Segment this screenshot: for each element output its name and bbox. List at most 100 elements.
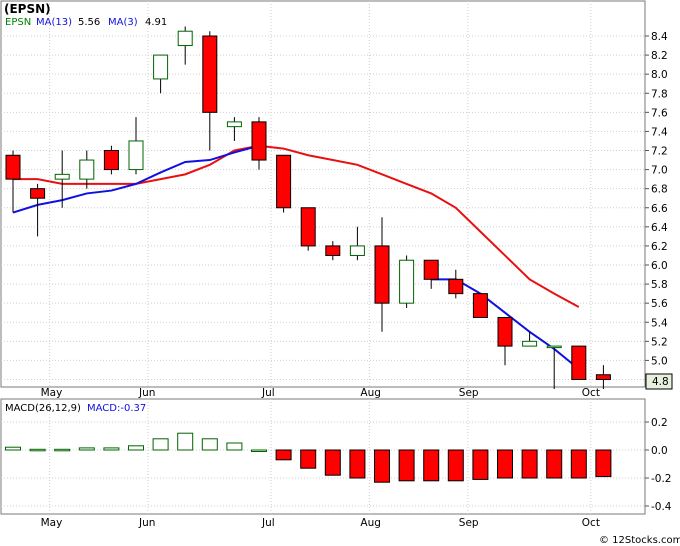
candle-body bbox=[571, 345, 587, 380]
candle-body bbox=[325, 245, 341, 256]
price-y-tick-label: 6.6 bbox=[651, 203, 668, 215]
price-x-tick-label: Aug bbox=[360, 387, 381, 399]
macd-bar bbox=[546, 449, 563, 479]
price-y-tick-label: 8.2 bbox=[651, 50, 668, 62]
price-y-tick-label: 7.4 bbox=[651, 126, 668, 138]
last-price-badge bbox=[645, 373, 673, 390]
legend-ma13-value: 5.56 bbox=[78, 17, 100, 28]
candle-body bbox=[153, 54, 169, 80]
candle-body bbox=[595, 374, 611, 380]
macd-legend-label: MACD(26,12,9) bbox=[5, 403, 81, 414]
macd-bar bbox=[423, 449, 440, 482]
macd-bar bbox=[54, 448, 71, 452]
macd-x-tick-label: Oct bbox=[582, 517, 600, 529]
candle-body bbox=[177, 30, 193, 47]
legend-ma3-value: 4.91 bbox=[145, 17, 167, 28]
candle-body bbox=[300, 207, 316, 247]
price-x-tick-label: Jun bbox=[138, 387, 155, 399]
macd-y-tick-label: -0.2 bbox=[651, 473, 672, 485]
macd-x-tick-label: Aug bbox=[360, 517, 381, 529]
macd-y-tick-label: 0.0 bbox=[651, 445, 668, 457]
price-y-tick-label: 8.0 bbox=[651, 69, 668, 81]
macd-bar bbox=[521, 449, 538, 479]
candle-body bbox=[276, 154, 292, 209]
macd-x-tick-label: Jun bbox=[138, 517, 155, 529]
candle-body bbox=[448, 278, 464, 295]
price-y-tick-label: 5.0 bbox=[651, 355, 668, 367]
chart-title: (EPSN) bbox=[4, 2, 51, 16]
candle-body bbox=[251, 121, 267, 161]
price-y-tick-label: 6.2 bbox=[651, 241, 668, 253]
ma3-line bbox=[12, 144, 260, 214]
candle-body bbox=[349, 245, 365, 256]
macd-panel bbox=[0, 398, 646, 515]
macd-bar bbox=[595, 449, 612, 478]
macd-bar bbox=[570, 449, 587, 479]
macd-bar bbox=[251, 449, 267, 452]
ma13-line bbox=[13, 144, 580, 308]
price-y-tick-label: 6.4 bbox=[651, 222, 668, 234]
macd-bar bbox=[226, 442, 243, 451]
macd-bar bbox=[103, 447, 120, 451]
price-y-tick-label: 6.0 bbox=[651, 260, 668, 272]
price-x-tick-label: May bbox=[41, 387, 63, 399]
price-panel bbox=[0, 0, 646, 388]
macd-y-axis: 0.2 0.0 -0.2 -0.4 bbox=[645, 417, 672, 513]
macd-bar bbox=[152, 438, 169, 451]
candlesticks bbox=[5, 26, 611, 390]
macd-bar bbox=[128, 445, 144, 451]
price-y-tick-label: 5.6 bbox=[651, 298, 668, 310]
candle-body bbox=[522, 340, 538, 347]
macd-bar bbox=[324, 449, 341, 476]
price-y-tick-label: 5.8 bbox=[651, 279, 668, 291]
price-grid bbox=[1, 1, 645, 387]
macd-bar bbox=[349, 449, 366, 479]
macd-bar bbox=[177, 432, 194, 451]
macd-bar bbox=[398, 449, 415, 482]
candle-body bbox=[472, 293, 488, 318]
candle-body bbox=[103, 150, 119, 171]
price-x-tick-label: Oct bbox=[582, 387, 600, 399]
price-y-tick-label: 7.2 bbox=[651, 146, 668, 158]
macd-y-tick-label: 0.2 bbox=[651, 417, 668, 429]
macd-bars bbox=[5, 432, 612, 483]
macd-bar bbox=[374, 449, 390, 483]
macd-bar bbox=[29, 448, 46, 452]
price-y-tick-label: 5.2 bbox=[651, 336, 668, 348]
macd-grid bbox=[1, 399, 645, 514]
macd-bar bbox=[78, 447, 95, 451]
price-x-tick-label: Jul bbox=[261, 387, 275, 399]
macd-x-axis: May Jun Jul Aug Sep Oct bbox=[41, 517, 600, 529]
last-price-label: 4.8 bbox=[652, 376, 669, 388]
price-x-axis: May Jun Jul Aug Sep Oct bbox=[41, 387, 600, 399]
candle-body bbox=[546, 345, 562, 349]
macd-bar bbox=[472, 449, 489, 480]
candle-body bbox=[202, 35, 218, 113]
candle-body bbox=[54, 173, 70, 180]
macd-x-tick-label: Jul bbox=[261, 517, 275, 529]
price-y-tick-label: 7.8 bbox=[651, 88, 668, 100]
candle-body bbox=[226, 121, 242, 128]
price-x-tick-label: Sep bbox=[459, 387, 479, 399]
legend-ma13-label: MA(13) bbox=[36, 17, 72, 28]
macd-x-tick-label: Sep bbox=[459, 517, 479, 529]
watermark: © 12Stocks.com bbox=[599, 535, 680, 546]
candle-body bbox=[497, 316, 513, 347]
candle-body bbox=[423, 259, 439, 280]
candle-body bbox=[79, 159, 95, 180]
macd-bar bbox=[497, 449, 513, 479]
macd-legend-value: MACD:-0.37 bbox=[87, 403, 146, 414]
macd-bar bbox=[300, 449, 317, 469]
legend-ma3-label: MA(3) bbox=[108, 17, 138, 28]
candle-body bbox=[374, 245, 390, 304]
macd-y-tick-label: -0.4 bbox=[651, 501, 672, 513]
price-y-axis: 4.8 5.0 5.2 5.4 5.6 5.8 6.0 6.2 6.4 6.6 6.8 7.0 7.2 7… bbox=[645, 31, 668, 387]
price-y-tick-label: 8.4 bbox=[651, 31, 668, 43]
price-y-tick-label: 6.8 bbox=[651, 184, 668, 196]
price-y-tick-label: 7.6 bbox=[651, 107, 668, 119]
macd-bar bbox=[201, 438, 218, 451]
candle-body bbox=[399, 259, 415, 304]
candle-body bbox=[30, 188, 46, 199]
